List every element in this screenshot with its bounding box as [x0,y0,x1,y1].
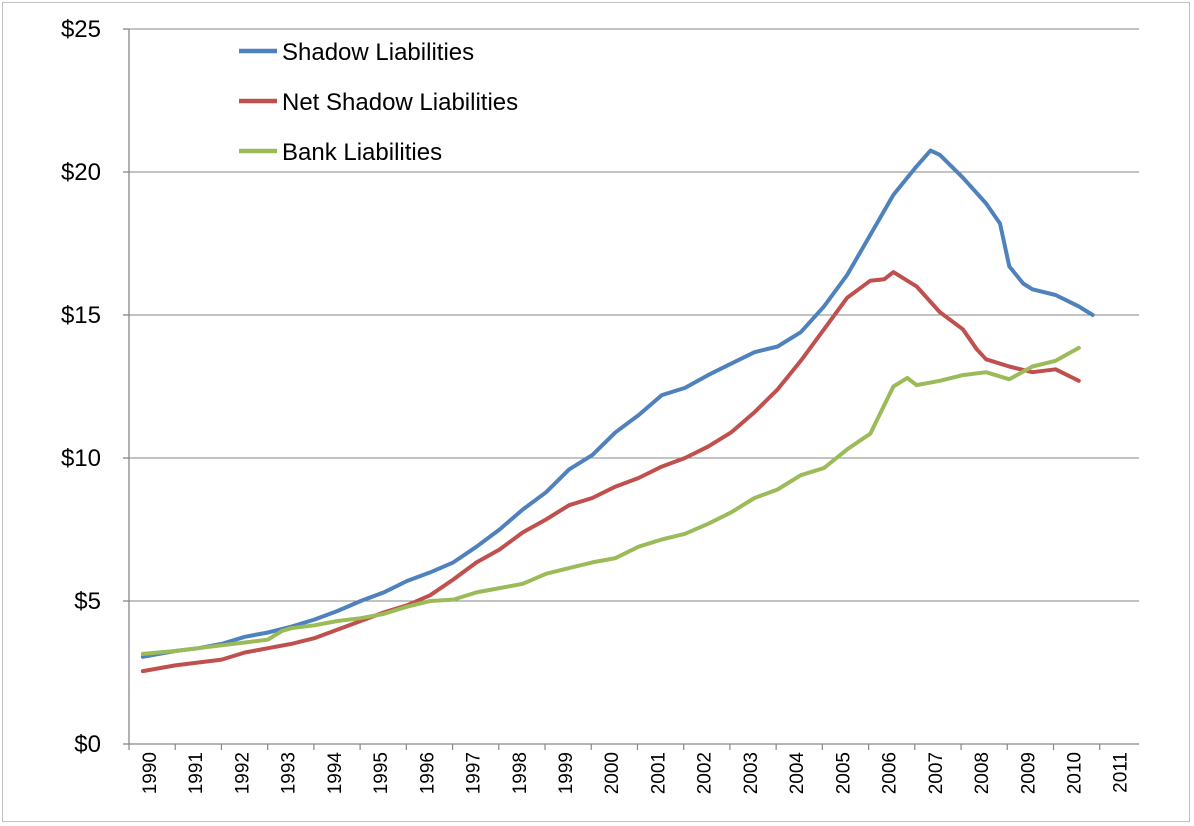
x-tick-label: 2002 [695,752,716,794]
x-tick-label: 1990 [140,752,161,794]
x-tick-label: 2009 [1018,752,1039,794]
x-axis-ticks: 1990 1991 1992 1993 1994 1995 1996 1997 1998 1999… [128,744,1132,795]
x-tick-label: 1997 [464,752,485,794]
x-tick-label: 1992 [232,752,253,794]
y-tick-label: $25 [61,16,101,43]
x-tick-label: 1991 [186,752,207,794]
y-tick-label: $15 [61,302,101,329]
legend-label: Shadow Liabilities [282,39,474,66]
series-lines [140,148,1095,674]
legend-label: Bank Liabilities [282,139,442,166]
x-tick-label: 2011 [1111,752,1132,793]
x-tick-label: 2000 [602,752,623,794]
x-tick-label: 2005 [833,752,854,794]
y-tick-label: $5 [74,588,101,615]
x-tick-label: 1995 [371,752,392,794]
series-line-shadow-liabilities [140,148,1095,659]
x-tick-label: 2004 [787,752,808,795]
x-tick-label: 2007 [926,752,947,794]
series-line-net-shadow-liabilities [140,270,1081,674]
y-tick-label: $0 [74,731,101,758]
x-tick-label: 2010 [1064,752,1085,794]
x-tick-label: 1996 [417,752,438,794]
y-tick-label: $20 [61,159,101,186]
x-tick-label: 2008 [972,752,993,794]
x-tick-label: 2003 [741,752,762,794]
series-line-bank-liabilities [140,345,1081,656]
x-tick-label: 2006 [880,752,901,794]
x-tick-label: 1993 [279,752,300,794]
line-chart: $0$5$10$15$20$25 1990 1991 1992 1993 1994 199… [61,16,1139,795]
x-tick-label: 2001 [648,752,669,794]
x-tick-label: 1998 [510,752,531,794]
y-tick-label: $10 [61,445,101,472]
legend: Shadow Liabilities Net Shadow Liabilities… [239,39,518,166]
y-axis-ticks: $0 $5 $10 $15 $20 $25 [61,16,129,758]
gridlines [128,28,1139,745]
x-tick-label: 1994 [325,752,346,795]
legend-label: Net Shadow Liabilities [282,89,518,116]
x-tick-label: 1999 [556,752,577,794]
